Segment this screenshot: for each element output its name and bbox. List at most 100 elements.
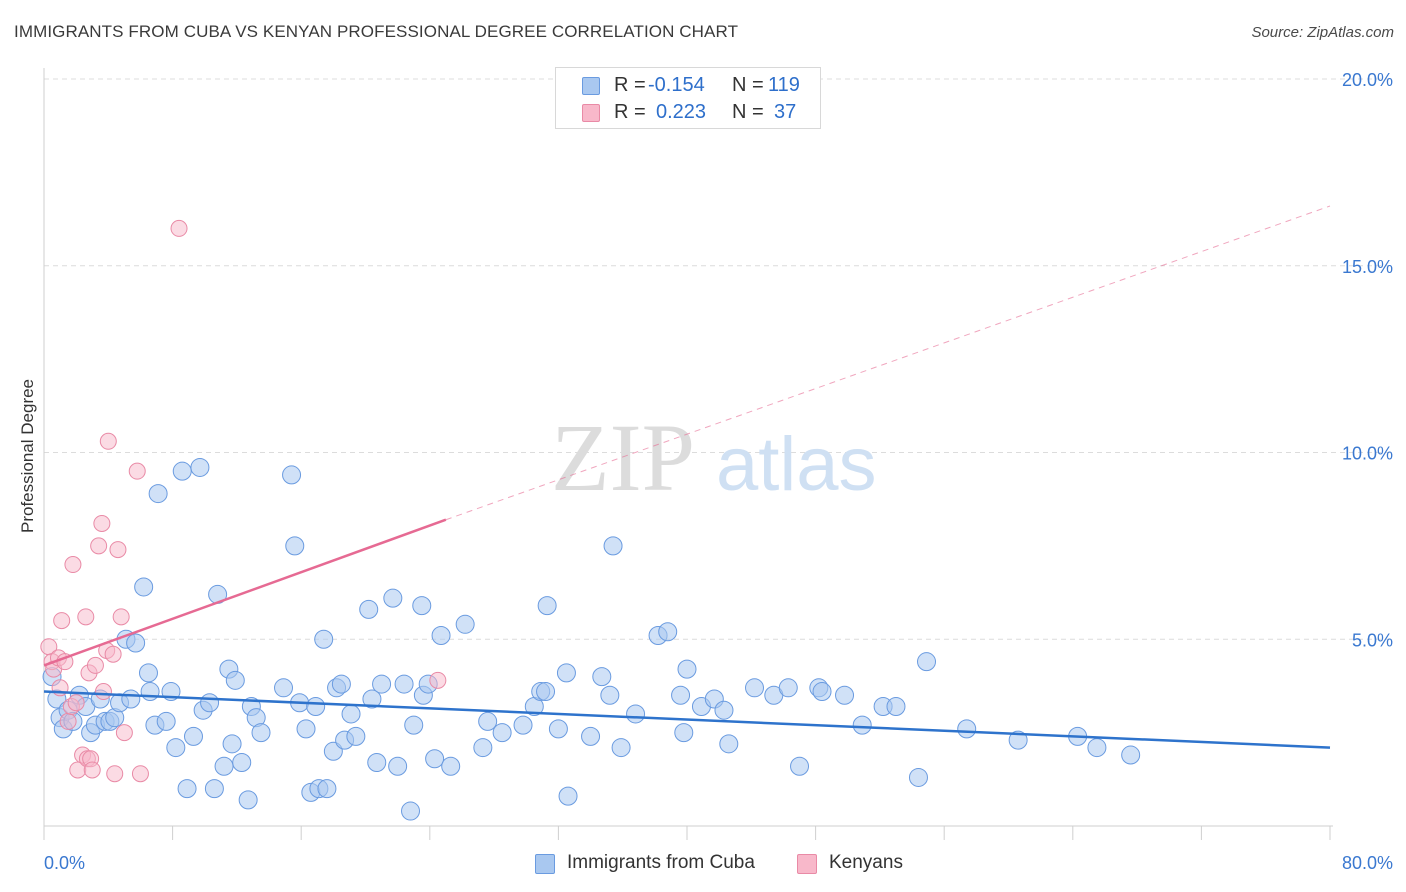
cuba-point: [121, 689, 141, 709]
kenyan-point: [93, 514, 111, 532]
cuba-point: [778, 678, 798, 698]
cuba-trend-line: [43, 690, 1331, 749]
cuba-point: [232, 753, 252, 773]
kenyan-point: [131, 765, 149, 783]
cuba-point: [204, 779, 224, 799]
cuba-point: [317, 779, 337, 799]
cuba-point: [425, 749, 445, 769]
cuba-point: [367, 753, 387, 773]
cuba-point: [282, 465, 302, 485]
legend-r-label: R =: [614, 74, 646, 96]
cuba-point: [1121, 745, 1141, 765]
kenyan-point: [115, 724, 133, 742]
cuba-point: [548, 719, 568, 739]
cuba-point: [581, 726, 601, 746]
cuba-point: [626, 704, 646, 724]
correlation-legend: R = -0.154 N = 119 R = 0.223 N = 37: [555, 67, 821, 129]
kenyan-trend-extension: [445, 205, 1331, 521]
cuba-point: [183, 726, 203, 746]
cuba-point: [558, 786, 578, 806]
cuba-point: [1087, 738, 1107, 758]
y-tick-layer: 5.0% 10.0% 15.0% 20.0%: [1342, 70, 1393, 650]
cuba-point: [957, 719, 977, 739]
cuba-point: [404, 715, 424, 735]
kenyan-point: [112, 608, 130, 626]
cuba-point: [556, 663, 576, 683]
cuba-point: [285, 536, 305, 556]
axis-layer: [43, 68, 1333, 827]
cuba-point: [359, 599, 379, 619]
kenyan-point: [77, 608, 95, 626]
legend-r-label: R =: [614, 101, 646, 123]
cuba-point: [603, 536, 623, 556]
kenyan-point: [128, 462, 146, 480]
cuba-point: [1008, 730, 1028, 750]
cuba-point: [296, 719, 316, 739]
legend-n-label: N =: [732, 101, 764, 123]
cuba-point: [790, 756, 810, 776]
kenyan-point: [429, 671, 447, 689]
legend-r-value: 0.223: [656, 101, 707, 123]
bottom-legend-label-cuba: Immigrants from Cuba: [567, 852, 755, 873]
cuba-point: [134, 577, 154, 597]
cuba-point: [412, 596, 432, 616]
cuba-point: [362, 689, 382, 709]
cuba-point: [225, 670, 245, 690]
cuba-point: [852, 715, 872, 735]
cuba-point: [222, 734, 242, 754]
cuba-point: [812, 682, 832, 702]
bottom-legend-swatch-cuba: [535, 854, 555, 874]
cuba-points: [42, 457, 1141, 821]
kenyan-point: [109, 541, 127, 559]
cuba-point: [126, 633, 146, 653]
kenyan-points: [40, 219, 447, 783]
cuba-point: [886, 696, 906, 716]
cuba-point: [917, 652, 937, 672]
legend-n-label: N =: [732, 74, 764, 96]
cuba-point: [600, 685, 620, 705]
bottom-legend-swatch-kenyans: [797, 854, 817, 874]
cuba-point: [478, 711, 498, 731]
cuba-point: [140, 682, 160, 702]
cuba-point: [138, 663, 158, 683]
cuba-point: [251, 723, 271, 743]
cuba-point: [341, 704, 361, 724]
kenyan-point: [86, 656, 104, 674]
cuba-point: [714, 700, 734, 720]
y-tick-label: 5.0%: [1352, 630, 1393, 650]
kenyan-point: [104, 645, 122, 663]
cuba-point: [537, 596, 557, 616]
cuba-point: [323, 741, 343, 761]
x-tick-layer: [43, 826, 1331, 840]
grid-layer: [44, 78, 1393, 640]
cuba-point: [190, 457, 210, 477]
kenyan-point: [67, 694, 85, 712]
cuba-point: [431, 626, 451, 646]
kenyan-point: [64, 556, 82, 574]
cuba-point: [331, 674, 351, 694]
legend-swatch-cuba: [582, 77, 600, 95]
cuba-point: [908, 767, 928, 787]
cuba-point: [719, 734, 739, 754]
cuba-point: [513, 715, 533, 735]
kenyan-point: [53, 612, 71, 630]
kenyan-point: [99, 432, 117, 450]
cuba-point: [383, 588, 403, 608]
cuba-point: [394, 674, 414, 694]
kenyan-point: [90, 537, 108, 555]
legend-n-value: 37: [774, 101, 797, 123]
cuba-point: [172, 461, 192, 481]
legend-row-cuba: R = -0.154 N = 119: [556, 73, 820, 99]
bottom-legend-label-kenyans: Kenyans: [829, 852, 903, 873]
legend-swatch-kenyans: [582, 104, 600, 122]
source-label: Source: ZipAtlas.com: [1251, 24, 1394, 41]
cuba-point: [177, 779, 197, 799]
cuba-point: [388, 756, 408, 776]
x-tick-label-max: 80.0%: [1342, 853, 1393, 873]
cuba-point: [592, 667, 612, 687]
watermark-zip: ZIP: [551, 404, 695, 511]
chart-title: IMMIGRANTS FROM CUBA VS KENYAN PROFESSIO…: [14, 22, 739, 41]
cuba-point: [674, 723, 694, 743]
cuba-point: [214, 756, 234, 776]
